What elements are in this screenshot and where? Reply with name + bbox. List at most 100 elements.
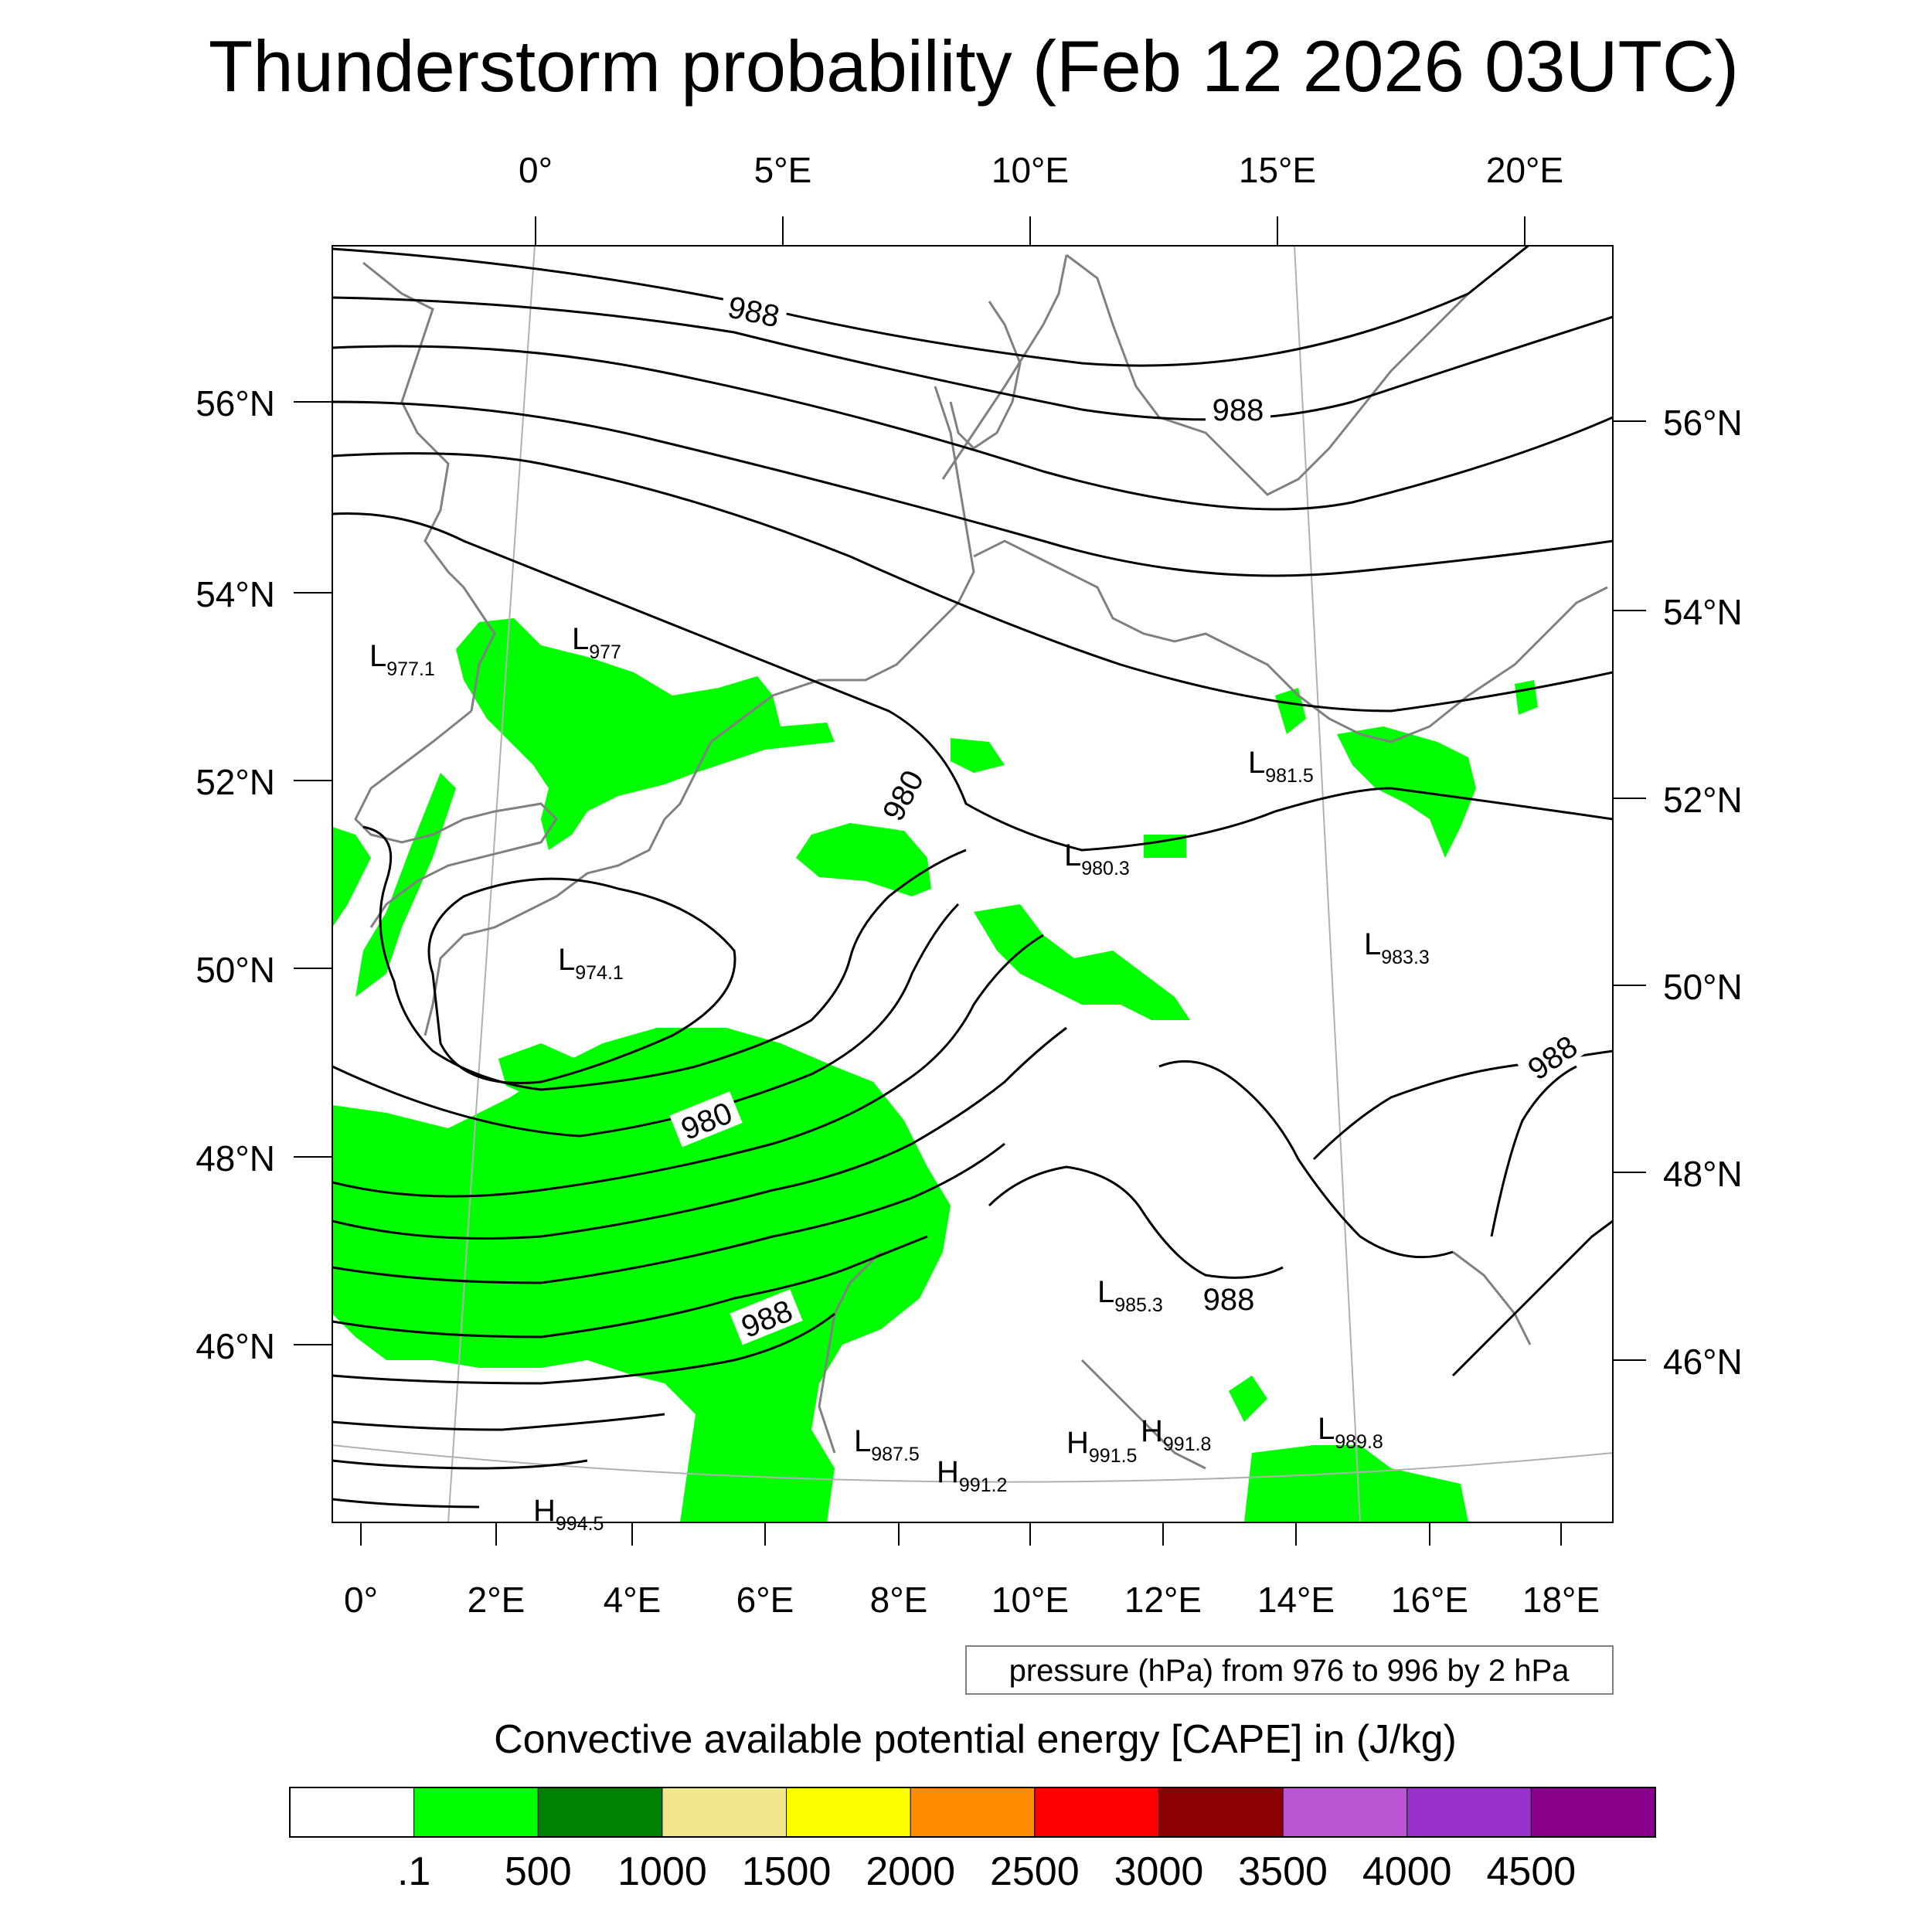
colorbar-title: Convective available potential energy [C… bbox=[494, 1717, 1457, 1762]
figure-title: Thunderstorm probability (Feb 12 2026 03… bbox=[209, 26, 1739, 107]
meridian-0 bbox=[447, 246, 536, 1522]
map-frame bbox=[332, 245, 1614, 1523]
pressure-center-974-1: L974.1 bbox=[558, 943, 624, 984]
right-axis: 56°N 54°N 52°N 50°N 48°N 46°N bbox=[1613, 403, 1743, 1382]
left-lat-label-48n: 48°N bbox=[196, 1138, 275, 1179]
left-lat-label-54n: 54°N bbox=[196, 574, 275, 614]
cape-region-2 bbox=[796, 823, 931, 896]
cape-region-1 bbox=[456, 618, 835, 850]
contour-info-box: pressure (hPa) from 976 to 996 by 2 hPa bbox=[965, 1645, 1614, 1695]
left-axis: 56°N 54°N 52°N 50°N 48°N 46°N bbox=[196, 383, 332, 1366]
colorbar-swatch-4 bbox=[786, 1787, 911, 1838]
isobar-7 bbox=[332, 903, 960, 1138]
cape-region-6 bbox=[355, 773, 456, 997]
colorbar-swatch-5 bbox=[910, 1787, 1036, 1838]
isobar-14 bbox=[332, 1459, 588, 1470]
bottom-lon-label-18e: 18°E bbox=[1522, 1580, 1600, 1620]
isobar-4 bbox=[332, 400, 1613, 577]
top-lon-label-10e: 10°E bbox=[992, 150, 1069, 190]
coastlines bbox=[354, 253, 1608, 1470]
left-lat-label-56n: 56°N bbox=[196, 383, 275, 423]
colorbar-tick-label: 500 bbox=[505, 1849, 572, 1894]
pressure-center-994-5: H994.5 bbox=[533, 1494, 604, 1535]
right-lat-label-52n: 52°N bbox=[1663, 780, 1743, 820]
cape-fill bbox=[332, 618, 1538, 1522]
isobar-15 bbox=[332, 1498, 480, 1509]
coastline-britain-south bbox=[354, 709, 558, 928]
cape-region-5 bbox=[332, 827, 371, 927]
coastline-adriatic bbox=[818, 1250, 1532, 1470]
bottom-lon-label-10e: 10°E bbox=[992, 1580, 1069, 1620]
bottom-lon-label-2e: 2°E bbox=[468, 1580, 526, 1620]
pressure-centers: L977.1 L977 L974.1 L980.3 L981.5 L983.3 … bbox=[369, 622, 1430, 1535]
colorbar-swatch-7 bbox=[1158, 1787, 1284, 1838]
isobar-11 bbox=[332, 1235, 928, 1338]
isobar-6 bbox=[332, 512, 1613, 852]
colorbar-swatch-1 bbox=[413, 1787, 539, 1838]
cape-region-13 bbox=[951, 738, 1005, 773]
pressure-center-991-8: H991.8 bbox=[1141, 1414, 1211, 1455]
top-lon-label-5e: 5°E bbox=[754, 150, 812, 190]
right-lat-label-48n: 48°N bbox=[1663, 1154, 1743, 1194]
pressure-center-977: L977 bbox=[572, 622, 621, 663]
colorbar-tick-label: 1500 bbox=[742, 1849, 832, 1894]
colorbar-swatch-2 bbox=[537, 1787, 663, 1838]
right-lat-label-56n: 56°N bbox=[1663, 403, 1743, 443]
top-lon-label-0: 0° bbox=[519, 150, 553, 190]
isobar-2 bbox=[332, 296, 1613, 421]
top-lon-label-15e: 15°E bbox=[1239, 150, 1316, 190]
isobar-17 bbox=[1158, 1060, 1454, 1259]
meridian-15 bbox=[1294, 246, 1361, 1522]
right-lat-label-54n: 54°N bbox=[1663, 592, 1743, 632]
pressure-center-989-8: L989.8 bbox=[1318, 1412, 1383, 1453]
cape-region-3 bbox=[332, 1028, 951, 1522]
isobar-16 bbox=[988, 1165, 1284, 1279]
bottom-axis: 0° 2°E 4°E 6°E 8°E 10°E 12°E 14°E 16°E 1… bbox=[344, 1522, 1600, 1620]
colorbar-tick-label: 2500 bbox=[990, 1849, 1080, 1894]
bottom-lon-label-16e: 16°E bbox=[1391, 1580, 1468, 1620]
bottom-lon-label-6e: 6°E bbox=[736, 1580, 794, 1620]
colorbar-tick-label: 1000 bbox=[617, 1849, 707, 1894]
pressure-center-983-3: L983.3 bbox=[1364, 927, 1430, 968]
isobar-1 bbox=[332, 246, 1530, 367]
colorbar-tick-label: 3000 bbox=[1114, 1849, 1204, 1894]
isobar-12 bbox=[332, 1312, 835, 1385]
colorbar-swatch-3 bbox=[662, 1787, 787, 1838]
top-axis: 0° 5°E 10°E 15°E 20°E bbox=[519, 150, 1563, 246]
isobar-19 bbox=[1451, 1219, 1613, 1377]
top-lon-label-20e: 20°E bbox=[1486, 150, 1563, 190]
left-lat-label-46n: 46°N bbox=[196, 1326, 275, 1366]
coastline-baltic bbox=[973, 539, 1608, 743]
map-area bbox=[332, 246, 1613, 1522]
isobar-3 bbox=[332, 345, 1613, 511]
bottom-lon-label-12e: 12°E bbox=[1124, 1580, 1202, 1620]
right-lat-label-50n: 50°N bbox=[1663, 967, 1743, 1007]
colorbar-tick-label: 3500 bbox=[1238, 1849, 1328, 1894]
colorbar-swatch-9 bbox=[1406, 1787, 1532, 1838]
cape-region-10 bbox=[1337, 726, 1476, 858]
bottom-lon-label-8e: 8°E bbox=[870, 1580, 928, 1620]
pressure-center-987-5: L987.5 bbox=[854, 1424, 920, 1465]
cape-region-7 bbox=[974, 904, 1190, 1020]
pressure-center-977-1: L977.1 bbox=[369, 639, 435, 680]
left-lat-label-50n: 50°N bbox=[196, 950, 275, 990]
contour-labels: 988 988 980 980 988 988 988 bbox=[669, 286, 1588, 1345]
colorbar-swatches bbox=[289, 1787, 1656, 1838]
isobar-8 bbox=[332, 934, 1044, 1198]
pressure-center-991-2: H991.2 bbox=[937, 1455, 1007, 1496]
coastline-denmark bbox=[949, 301, 1022, 450]
colorbar-ticks: .1 500 1000 1500 2000 2500 3000 3500 4000 4500 bbox=[397, 1849, 1576, 1894]
isobar-13 bbox=[332, 1413, 665, 1431]
isobar-9 bbox=[332, 1026, 1067, 1240]
bottom-lon-label-14e: 14°E bbox=[1257, 1580, 1335, 1620]
isobar-20 bbox=[1490, 1065, 1577, 1237]
colorbar-swatch-8 bbox=[1282, 1787, 1408, 1838]
colorbar-swatch-10 bbox=[1530, 1787, 1656, 1838]
cape-region-14 bbox=[1229, 1376, 1267, 1422]
isobar-10 bbox=[332, 1142, 1005, 1284]
cape-region-8 bbox=[1144, 835, 1186, 858]
colorbar-frame bbox=[289, 1787, 1656, 1838]
isobar-low-center bbox=[427, 877, 736, 1084]
pressure-center-981-5: L981.5 bbox=[1248, 746, 1314, 787]
